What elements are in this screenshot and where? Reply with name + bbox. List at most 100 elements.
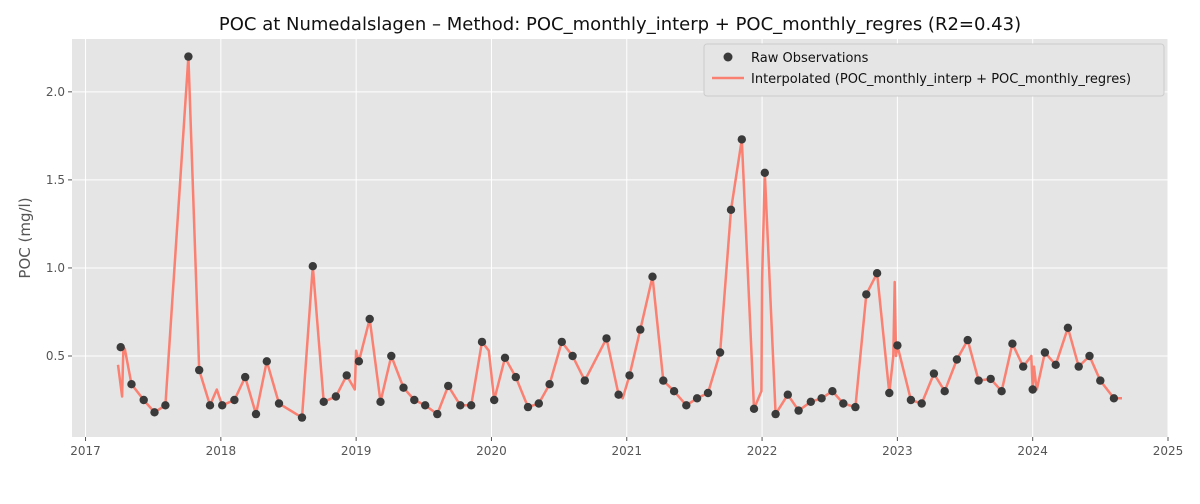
raw-observation-point <box>342 371 351 380</box>
raw-observation-point <box>433 409 442 419</box>
x-tick-label: 2020 <box>476 444 507 458</box>
raw-observation-point <box>828 387 837 396</box>
raw-observation-point <box>851 402 860 412</box>
raw-observation-point <box>1109 394 1119 403</box>
raw-observation-point <box>205 401 215 410</box>
raw-observation-point <box>817 394 826 403</box>
raw-observation-point <box>387 351 396 361</box>
x-tick-label: 2024 <box>1017 444 1048 458</box>
x-tick-label: 2018 <box>206 444 237 458</box>
raw-observation-point <box>421 401 430 410</box>
raw-observation-point <box>376 397 385 406</box>
raw-observation-point <box>116 343 125 352</box>
y-tick-label: 1.5 <box>46 173 65 187</box>
raw-observation-point <box>568 351 577 361</box>
raw-observation-point <box>602 334 611 343</box>
raw-observation-point <box>771 409 780 419</box>
legend-scatter-marker <box>723 52 733 62</box>
raw-observation-point <box>1008 339 1017 348</box>
raw-observation-point <box>682 401 691 410</box>
raw-observation-point <box>274 399 284 408</box>
raw-observation-point <box>794 406 803 415</box>
raw-observation-point <box>477 337 487 347</box>
raw-observation-point <box>952 355 962 364</box>
raw-observation-point <box>251 409 261 419</box>
raw-observation-point <box>150 408 159 417</box>
chart-title: POC at Numedalslagen – Method: POC_month… <box>219 14 1021 35</box>
raw-observation-point <box>557 337 566 347</box>
x-tick-label: 2019 <box>341 444 372 458</box>
raw-observation-point <box>365 314 374 324</box>
raw-observation-point <box>1051 360 1060 369</box>
legend-label-raw: Raw Observations <box>751 51 869 66</box>
interpolated-line <box>116 55 1122 419</box>
legend-label-interpolated: Interpolated (POC_monthly_interp + POC_m… <box>751 72 1131 87</box>
raw-observation-point <box>885 388 894 398</box>
raw-observation-point <box>692 394 702 403</box>
raw-observation-point <box>715 348 725 357</box>
raw-observation-point <box>636 325 645 334</box>
raw-observation-point <box>749 404 759 413</box>
x-tick-label: 2025 <box>1153 444 1184 458</box>
raw-observation-point <box>839 399 848 408</box>
raw-observation-point <box>940 387 949 396</box>
raw-observation-point <box>500 353 510 362</box>
raw-observation-point <box>1040 348 1050 357</box>
raw-observation-point <box>523 402 533 412</box>
raw-observation-point <box>241 372 250 382</box>
raw-observation-point <box>648 272 657 281</box>
y-axis-label: POC (mg/l) <box>16 197 34 278</box>
raw-observation-point <box>669 387 679 396</box>
raw-observation-point <box>614 390 623 399</box>
y-tick-label: 2.0 <box>46 85 65 99</box>
raw-observation-point <box>399 383 408 392</box>
raw-observation-point <box>862 290 871 299</box>
x-tick-label: 2023 <box>882 444 913 458</box>
raw-observation-point <box>760 168 769 177</box>
raw-observation-point <box>893 341 902 350</box>
raw-observation-point <box>1074 362 1083 371</box>
raw-observation-point <box>139 395 148 405</box>
raw-observation-point <box>783 390 792 399</box>
legend: Raw Observations Interpolated (POC_month… <box>703 43 1165 97</box>
raw-observation-point <box>511 372 520 382</box>
raw-observation-point <box>917 399 926 408</box>
raw-observation-point <box>872 269 882 278</box>
raw-observation-point <box>659 376 668 385</box>
raw-observation-point <box>1019 362 1028 371</box>
raw-observation-point <box>726 205 736 214</box>
raw-observation-point <box>580 376 589 385</box>
raw-observation-point <box>1085 351 1094 361</box>
raw-observation-point <box>127 380 136 389</box>
raw-observation-point <box>737 135 746 144</box>
raw-observation-point <box>906 395 916 405</box>
raw-observation-point <box>1028 385 1037 394</box>
x-tick-label: 2021 <box>611 444 642 458</box>
raw-observation-point <box>218 401 227 410</box>
raw-observation-point <box>806 397 815 406</box>
raw-observation-point <box>1063 323 1073 332</box>
raw-observation-point <box>929 369 939 378</box>
raw-observation-point <box>262 357 271 366</box>
axis-ticks: 2017 2018 2019 2020 2021 2022 2023 2024 2025 0.5 1… <box>46 85 1183 458</box>
raw-observations-series <box>116 52 1119 422</box>
raw-observation-point <box>331 392 341 401</box>
raw-observation-point <box>490 395 499 405</box>
raw-observation-point <box>625 371 634 380</box>
raw-observation-point <box>545 380 554 389</box>
y-tick-label: 0.5 <box>46 349 65 363</box>
raw-observation-point <box>297 413 307 422</box>
raw-observation-point <box>534 399 543 408</box>
raw-observation-point <box>986 374 995 384</box>
raw-observation-point <box>308 262 317 271</box>
raw-observation-point <box>354 357 364 366</box>
raw-observation-point <box>161 401 170 410</box>
x-tick-label: 2022 <box>747 444 778 458</box>
y-tick-label: 1.0 <box>46 261 65 275</box>
legend-box <box>703 43 1165 97</box>
raw-observation-point <box>319 397 328 406</box>
raw-observation-point <box>230 395 239 405</box>
x-tick-label: 2017 <box>70 444 101 458</box>
